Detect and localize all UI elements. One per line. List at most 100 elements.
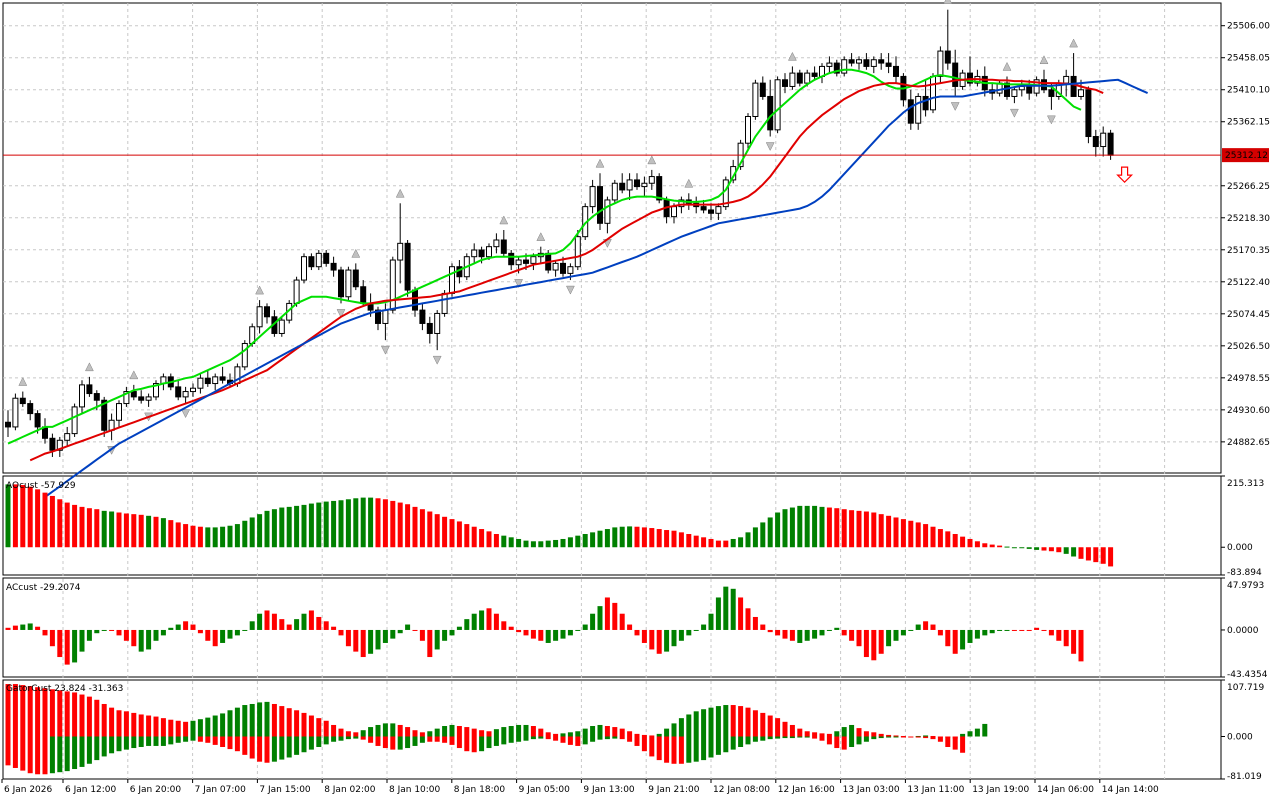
candle[interactable]	[138, 396, 145, 401]
candle[interactable]	[1048, 89, 1055, 97]
candle[interactable]	[1100, 132, 1107, 148]
candle[interactable]	[308, 256, 315, 268]
candle[interactable]	[804, 72, 811, 84]
candle[interactable]	[197, 377, 204, 389]
candle[interactable]	[256, 306, 263, 328]
candle[interactable]	[560, 262, 566, 274]
candle[interactable]	[1063, 75, 1070, 84]
candle[interactable]	[856, 59, 862, 64]
candle[interactable]	[648, 176, 655, 184]
candle[interactable]	[449, 266, 455, 294]
candle[interactable]	[937, 50, 944, 77]
candle[interactable]	[708, 209, 714, 214]
candle[interactable]	[811, 72, 818, 77]
candle[interactable]	[293, 279, 300, 304]
candle[interactable]	[212, 376, 219, 385]
candle[interactable]	[345, 269, 352, 298]
candle[interactable]	[774, 79, 781, 131]
candle[interactable]	[493, 239, 500, 248]
candle[interactable]	[944, 50, 951, 64]
candle[interactable]	[782, 79, 788, 87]
candle[interactable]	[700, 206, 707, 211]
candle[interactable]	[1070, 75, 1077, 97]
candle[interactable]	[360, 286, 367, 304]
candle[interactable]	[34, 413, 41, 428]
ac-pane[interactable]	[5, 586, 1084, 665]
candle[interactable]	[93, 393, 100, 401]
candle[interactable]	[71, 406, 78, 435]
candle[interactable]	[101, 399, 108, 431]
candle[interactable]	[796, 72, 803, 84]
candle[interactable]	[715, 206, 722, 214]
candle[interactable]	[745, 115, 751, 144]
candle[interactable]	[1107, 132, 1114, 156]
candle[interactable]	[64, 433, 71, 441]
candle[interactable]	[671, 206, 677, 218]
candle[interactable]	[330, 262, 337, 271]
candle[interactable]	[471, 249, 478, 258]
candle[interactable]	[486, 246, 492, 258]
candle[interactable]	[12, 397, 19, 428]
candle[interactable]	[893, 65, 899, 77]
candle[interactable]	[397, 242, 404, 261]
candle[interactable]	[848, 59, 855, 64]
candle[interactable]	[123, 391, 130, 405]
candle[interactable]	[301, 256, 307, 281]
candle[interactable]	[656, 176, 663, 201]
candle[interactable]	[27, 403, 34, 415]
candle[interactable]	[412, 289, 418, 311]
candle[interactable]	[323, 252, 330, 264]
candle[interactable]	[833, 62, 840, 74]
candle[interactable]	[515, 259, 522, 266]
candle[interactable]	[878, 59, 885, 64]
candle[interactable]	[86, 384, 93, 395]
gator-pane[interactable]	[5, 684, 988, 775]
candle[interactable]	[915, 95, 922, 124]
candle[interactable]	[382, 309, 389, 324]
candle[interactable]	[219, 376, 226, 381]
candle[interactable]	[611, 182, 618, 201]
candle[interactable]	[5, 421, 11, 428]
candle[interactable]	[1092, 136, 1099, 148]
candle[interactable]	[604, 199, 611, 224]
candle[interactable]	[204, 377, 211, 385]
candle[interactable]	[552, 262, 559, 271]
candle[interactable]	[426, 322, 433, 334]
candle[interactable]	[626, 179, 633, 191]
candle[interactable]	[478, 249, 485, 258]
candle[interactable]	[116, 403, 122, 421]
candle[interactable]	[79, 384, 85, 408]
candle[interactable]	[145, 396, 152, 401]
candle[interactable]	[404, 242, 411, 291]
candle[interactable]	[190, 387, 196, 393]
candle[interactable]	[952, 62, 959, 87]
candle[interactable]	[419, 309, 426, 324]
candle[interactable]	[182, 391, 189, 398]
candle[interactable]	[885, 62, 892, 67]
candle[interactable]	[338, 269, 344, 298]
candle[interactable]	[19, 397, 26, 405]
candle[interactable]	[389, 259, 396, 311]
candle[interactable]	[523, 259, 529, 264]
candle[interactable]	[930, 75, 936, 111]
candle[interactable]	[1026, 85, 1033, 94]
candle[interactable]	[352, 269, 359, 288]
candle[interactable]	[434, 312, 441, 334]
candle[interactable]	[56, 439, 63, 451]
candle[interactable]	[567, 266, 574, 274]
candle[interactable]	[597, 186, 603, 224]
candle[interactable]	[175, 386, 182, 398]
candle[interactable]	[500, 239, 507, 254]
candle[interactable]	[264, 306, 270, 318]
candle[interactable]	[789, 72, 796, 87]
candle[interactable]	[922, 95, 929, 111]
candle[interactable]	[1085, 89, 1092, 138]
candle[interactable]	[589, 186, 596, 208]
candle[interactable]	[530, 256, 537, 264]
candle[interactable]	[619, 182, 626, 191]
ao-pane[interactable]	[5, 484, 1114, 567]
candle[interactable]	[678, 199, 685, 208]
candle[interactable]	[752, 82, 759, 117]
candle[interactable]	[863, 59, 870, 67]
